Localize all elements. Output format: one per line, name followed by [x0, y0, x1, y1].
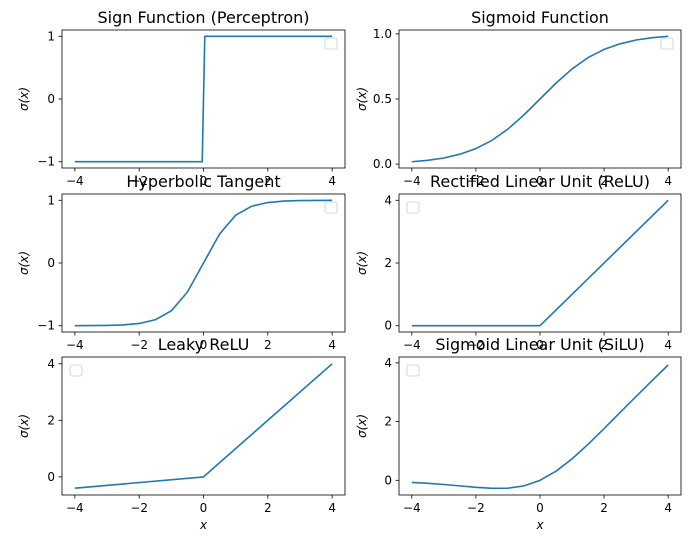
series-line [74, 35, 333, 163]
subplot-title: Sigmoid Function [471, 8, 609, 27]
x-tick-label: 2 [600, 338, 608, 352]
y-tick-label: 0 [47, 92, 55, 106]
subplot-4: −4 −2 0 2 4 0 2 4 σ(x) Rectified Linear Unit (ReL… [355, 172, 682, 352]
x-tick-label: 4 [664, 174, 672, 188]
subplot-3: −4 −2 0 2 4 −1 0 1 σ(x) Hyperbolic Tangent [17, 172, 346, 352]
y-axis-label: σ(x) [355, 251, 369, 275]
empty-legend-box [406, 364, 420, 377]
x-tick-label: 0 [200, 501, 208, 515]
y-tick-label: −1 [37, 155, 55, 169]
subplot-title: Leaky ReLU [158, 335, 250, 354]
x-tick-label: 2 [264, 338, 272, 352]
y-tick-label: 0.5 [373, 92, 392, 106]
x-tick-label: 4 [328, 338, 336, 352]
y-axis-label: σ(x) [17, 251, 31, 275]
y-tick-label: 0 [384, 473, 392, 487]
y-axis-label: σ(x) [17, 414, 31, 438]
x-tick-label: 0 [536, 501, 544, 515]
subplot-5: −4 −2 0 2 4 0 2 4 σ(x) x Leaky ReLU [17, 335, 346, 532]
x-tick-label: 2 [600, 501, 608, 515]
subplot-title: Sign Function (Perceptron) [98, 8, 310, 27]
y-tick-label: 1.0 [373, 27, 392, 41]
series-line [411, 35, 669, 163]
y-tick-label: 2 [384, 256, 392, 270]
subplot-title: Rectified Linear Unit (ReLU) [430, 172, 650, 191]
axes-frame [61, 356, 346, 496]
axes-frame [398, 356, 682, 496]
y-tick-label: 1 [47, 193, 55, 207]
y-tick-label: 2 [47, 413, 55, 427]
y-tick-label: 4 [384, 356, 392, 370]
x-tick-label: 4 [664, 338, 672, 352]
x-tick-label: −2 [130, 338, 148, 352]
subplot-title: Hyperbolic Tangent [126, 172, 280, 191]
y-tick-label: 4 [384, 193, 392, 207]
empty-legend-box [660, 37, 674, 50]
empty-legend-box [406, 201, 420, 214]
x-tick-label: −2 [130, 174, 148, 188]
empty-legend-box [324, 37, 338, 50]
x-tick-label: −2 [467, 174, 485, 188]
y-axis-label: σ(x) [17, 87, 31, 111]
subplot-2: −4 −2 0 2 4 0.0 0.5 1.0 σ(x) Sigmoid Function [355, 8, 682, 188]
empty-legend-box [69, 364, 83, 377]
y-tick-label: 0 [47, 256, 55, 270]
x-tick-label: 2 [264, 501, 272, 515]
y-axis-label: σ(x) [355, 414, 369, 438]
x-tick-label: 4 [664, 501, 672, 515]
x-tick-label: 0 [536, 338, 544, 352]
series-line [411, 364, 669, 490]
y-tick-label: 0 [384, 319, 392, 333]
y-axis-label: σ(x) [355, 87, 369, 111]
y-tick-label: 1 [47, 29, 55, 43]
y-tick-label: 0.0 [373, 157, 392, 171]
x-tick-label: −2 [130, 501, 148, 515]
x-tick-label: −2 [467, 501, 485, 515]
x-tick-label: −4 [66, 501, 84, 515]
subplot-title: Sigmoid Linear Unit (SiLU) [435, 335, 644, 354]
series-line [74, 199, 333, 327]
x-tick-label: 4 [328, 174, 336, 188]
x-tick-label: −4 [66, 338, 84, 352]
y-tick-label: 4 [47, 357, 55, 371]
x-tick-label: 0 [200, 174, 208, 188]
x-tick-label: 4 [328, 501, 336, 515]
series-line [74, 363, 333, 490]
x-tick-label: 2 [264, 174, 272, 188]
y-tick-label: −1 [37, 319, 55, 333]
x-axis-label: x [535, 518, 544, 532]
x-tick-label: −4 [403, 338, 421, 352]
axes-frame [398, 193, 682, 333]
subplot-1: −4 −2 0 2 4 −1 0 1 σ(x) Sign Function (Perceptron… [17, 8, 346, 188]
x-tick-label: −4 [403, 174, 421, 188]
x-tick-label: 2 [600, 174, 608, 188]
empty-legend-box [324, 201, 338, 214]
x-tick-label: 0 [536, 174, 544, 188]
x-tick-label: 0 [200, 338, 208, 352]
x-tick-label: −4 [66, 174, 84, 188]
y-tick-label: 2 [384, 415, 392, 429]
x-tick-label: −2 [467, 338, 485, 352]
x-tick-label: −4 [403, 501, 421, 515]
x-axis-label: x [199, 518, 208, 532]
series-line [411, 199, 669, 327]
subplot-6: −4 −2 0 2 4 0 2 4 σ(x) x Sigmoid Linear Unit (SiLU… [355, 335, 682, 532]
y-tick-label: 0 [47, 470, 55, 484]
